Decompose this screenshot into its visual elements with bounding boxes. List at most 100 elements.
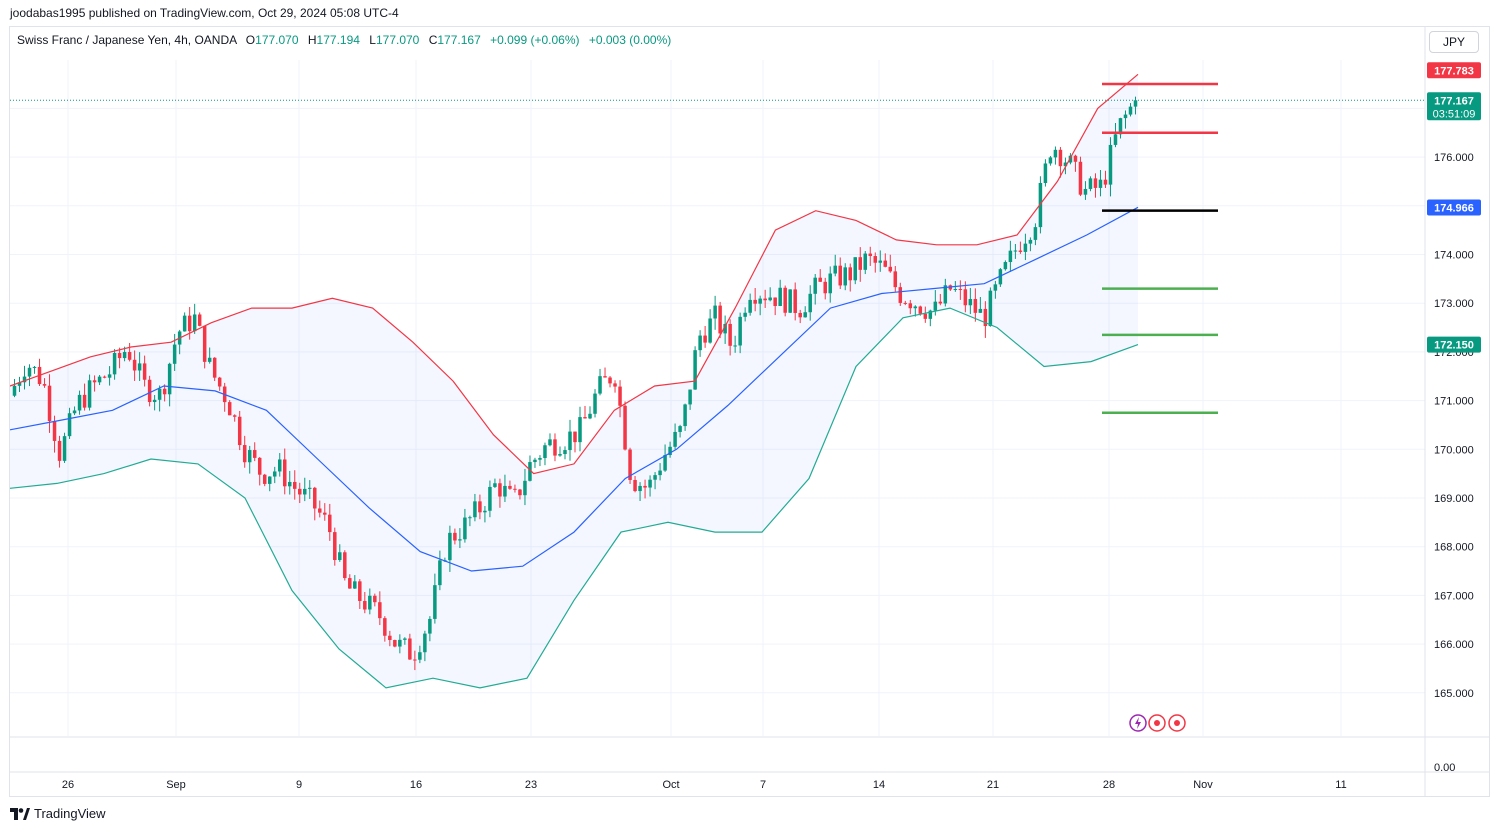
- candle-body: [52, 421, 57, 441]
- candle-body: [578, 417, 582, 443]
- candle-body: [678, 426, 682, 432]
- candle-body: [1098, 179, 1103, 188]
- candle-body: [348, 578, 352, 589]
- x-tick-label: 28: [1103, 779, 1115, 791]
- candle-body: [152, 399, 157, 403]
- candle-body: [923, 313, 928, 319]
- y-tick-label: 165.000: [1434, 688, 1474, 700]
- candle-body: [448, 532, 452, 561]
- candle-body: [958, 289, 963, 291]
- candle-body: [738, 316, 742, 346]
- candle-body: [398, 639, 402, 647]
- open-label: O: [245, 33, 256, 47]
- change-value: +0.099 (+0.06%): [490, 33, 580, 47]
- candle-body: [1028, 239, 1033, 244]
- candle-body: [1068, 155, 1073, 163]
- candle-body: [488, 486, 492, 511]
- candle-body: [67, 413, 72, 437]
- candle-body: [588, 413, 592, 419]
- candle-body: [818, 277, 822, 282]
- candle-body: [282, 459, 287, 487]
- economic-event-icon[interactable]: [1168, 714, 1186, 732]
- ohlc-legend: Swiss Franc / Japanese Yen, 4h, OANDA O1…: [17, 33, 671, 47]
- price-badge: [1427, 336, 1481, 353]
- price-badge-label: 177.167: [1434, 95, 1474, 107]
- candle-body: [277, 459, 282, 472]
- candle-body: [788, 289, 792, 313]
- candle-body: [1013, 250, 1018, 252]
- economic-event-icon[interactable]: [1148, 714, 1166, 732]
- candle-body: [157, 388, 162, 400]
- candle-body: [493, 483, 497, 487]
- lightning-event-icon[interactable]: [1129, 714, 1147, 732]
- candle-body: [453, 532, 457, 541]
- candle-body: [308, 487, 312, 489]
- candle-body: [87, 380, 92, 408]
- candle-body: [32, 366, 37, 368]
- candle-body: [778, 287, 782, 306]
- candle-body: [122, 352, 127, 359]
- candle-body: [708, 318, 712, 343]
- candle-body: [72, 410, 77, 414]
- candle-body: [978, 308, 983, 313]
- candle-body: [438, 560, 442, 586]
- candle-body: [878, 260, 883, 263]
- candle-body: [468, 517, 472, 519]
- candle-body: [613, 383, 617, 387]
- candle-body: [1083, 188, 1088, 195]
- candle-body: [953, 289, 958, 291]
- currency-button[interactable]: JPY: [1429, 31, 1479, 53]
- candle-body: [182, 315, 187, 332]
- candle-body: [713, 305, 717, 319]
- candle-body: [202, 325, 207, 362]
- candle-body: [513, 488, 517, 490]
- candle-body: [473, 501, 477, 518]
- x-tick-label: Oct: [662, 779, 679, 791]
- candle-body: [42, 384, 47, 386]
- tradingview-brand[interactable]: TradingView: [10, 806, 106, 821]
- candle-body: [1043, 163, 1048, 183]
- time-axis[interactable]: 26 Sep 9 16 23 Oct 7 14 21 28 Nov 11: [62, 779, 1347, 791]
- candle-body: [267, 476, 272, 484]
- publish-info: joodabas1995 published on TradingView.co…: [10, 6, 399, 20]
- candle-body: [853, 257, 858, 281]
- candle-body: [323, 512, 327, 515]
- y-tick-label: 169.000: [1434, 493, 1474, 505]
- candle-body: [763, 298, 767, 301]
- close-label: C: [428, 33, 438, 47]
- candle-body: [833, 265, 837, 274]
- candle-body: [368, 595, 372, 610]
- x-tick-label: 7: [760, 779, 766, 791]
- candle-body: [298, 488, 302, 495]
- y-tick-label: 170.000: [1434, 444, 1474, 456]
- candle-body: [903, 302, 908, 304]
- candle-body: [768, 297, 772, 301]
- candle-body: [843, 267, 847, 286]
- candle-body: [272, 471, 277, 477]
- candle-body: [483, 510, 487, 513]
- candle-body: [758, 298, 762, 304]
- candle-body: [247, 450, 252, 463]
- candle-body: [252, 450, 257, 458]
- candle-body: [373, 595, 377, 603]
- candle-body: [137, 363, 142, 371]
- x-tick-label: 9: [296, 779, 302, 791]
- symbol-title[interactable]: Swiss Franc / Japanese Yen, 4h, OANDA: [17, 33, 237, 47]
- candle-body: [167, 363, 172, 395]
- y-tick-label: 168.000: [1434, 542, 1474, 554]
- candle-body: [127, 352, 132, 360]
- candle-body: [378, 602, 382, 619]
- event-icons[interactable]: [1129, 714, 1186, 732]
- candle-body: [868, 253, 873, 257]
- horizontal-levels[interactable]: [1102, 82, 1218, 415]
- countdown-label: 03:51:09: [1433, 108, 1476, 120]
- candle-body: [112, 353, 117, 375]
- candle-body: [503, 485, 507, 497]
- candle-body: [1113, 134, 1118, 145]
- candle-body: [908, 303, 913, 309]
- chart-frame: [9, 26, 1490, 797]
- candle-body: [828, 273, 832, 294]
- candle-body: [583, 417, 587, 419]
